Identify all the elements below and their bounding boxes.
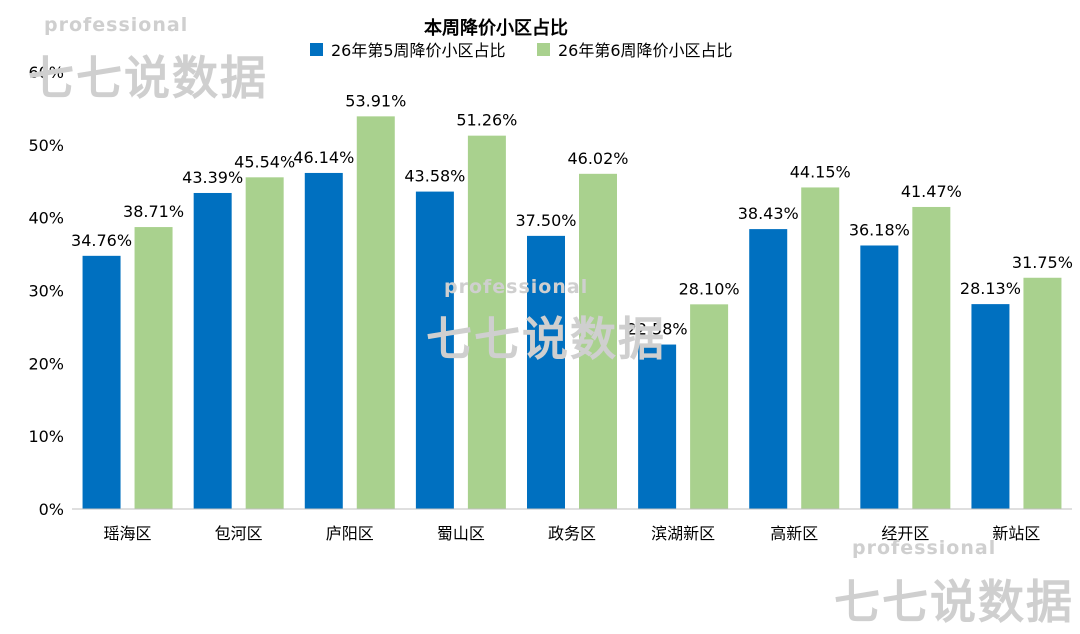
bars-group: 34.76% 38.71% 43.39%45.54%46.14% 53.91% 43.5… bbox=[71, 91, 1073, 510]
bar-week6 bbox=[579, 173, 617, 510]
bar-week6 bbox=[245, 177, 284, 509]
data-label: 37.50% bbox=[515, 211, 576, 230]
bar-week5 bbox=[971, 304, 1010, 509]
legend-label-week5: 26年第5周降价小区占比 bbox=[331, 41, 506, 60]
x-tick-label: 瑶海区 bbox=[104, 524, 152, 543]
bar-week6 bbox=[912, 206, 951, 510]
y-tick-label: 0% bbox=[39, 500, 64, 519]
data-label: 38.43% bbox=[738, 204, 799, 223]
bar-week6 bbox=[1023, 277, 1062, 509]
bar-week5 bbox=[527, 235, 565, 509]
bar-week5 bbox=[638, 344, 677, 509]
legend-label-week6: 26年第6周降价小区占比 bbox=[558, 41, 733, 60]
data-label: 43.39% bbox=[182, 168, 243, 187]
bar-week6 bbox=[134, 227, 173, 509]
x-tick-label: 高新区 bbox=[770, 524, 818, 543]
data-label: 45.54% bbox=[234, 152, 295, 171]
bar-week5 bbox=[749, 229, 788, 509]
data-label: 53.91% bbox=[345, 91, 406, 110]
chart-title: 本周降价小区占比 bbox=[424, 17, 568, 39]
x-tick-label: 政务区 bbox=[548, 524, 596, 543]
data-label: 51.26% bbox=[456, 111, 517, 130]
x-tick-label: 蜀山区 bbox=[437, 524, 485, 543]
bar-week5 bbox=[193, 192, 232, 509]
data-label: 38.71% bbox=[123, 202, 184, 221]
data-label: 36.18% bbox=[849, 220, 910, 239]
bar-week5 bbox=[415, 191, 454, 509]
legend-swatch-week6 bbox=[537, 43, 550, 56]
x-tick-label: 新站区 bbox=[992, 524, 1040, 543]
data-label: 28.13% bbox=[960, 279, 1021, 298]
bar-week5 bbox=[304, 172, 343, 509]
data-label: 46.02% bbox=[567, 149, 628, 168]
x-axis: 瑶海区 包河区 庐阳区 蜀山区 政务区 滨湖新区 高新区 经开区 新站区 bbox=[72, 508, 1072, 543]
x-tick-label: 庐阳区 bbox=[326, 524, 374, 543]
y-tick-label: 40% bbox=[28, 209, 64, 228]
data-label: 41.47% bbox=[901, 182, 962, 201]
data-label: 22.58% bbox=[627, 320, 688, 339]
y-tick-label: 10% bbox=[28, 427, 64, 446]
y-tick-label: 20% bbox=[28, 354, 64, 373]
bar-week6 bbox=[356, 116, 395, 509]
data-label: 43.58% bbox=[404, 167, 465, 186]
x-tick-label: 包河区 bbox=[215, 524, 263, 543]
y-tick-label: 50% bbox=[28, 136, 64, 155]
y-axis: 0% 10% 20% 30% 40% 50% 60% bbox=[28, 63, 64, 519]
y-tick-label: 30% bbox=[28, 282, 64, 301]
data-label: 28.10% bbox=[679, 279, 740, 298]
data-label: 44.15% bbox=[790, 162, 851, 181]
legend-swatch-week5 bbox=[310, 43, 323, 56]
bar-week6 bbox=[801, 187, 840, 509]
legend: 26年第5周降价小区占比 26年第6周降价小区占比 bbox=[310, 41, 733, 60]
y-tick-label: 60% bbox=[28, 63, 64, 82]
bar-week6 bbox=[690, 304, 729, 509]
bar-week6 bbox=[467, 135, 506, 510]
data-label: 46.14% bbox=[293, 148, 354, 167]
data-label: 31.75% bbox=[1012, 253, 1073, 272]
x-tick-label: 滨湖新区 bbox=[651, 524, 715, 543]
bar-week5 bbox=[82, 255, 121, 509]
bar-week5 bbox=[860, 245, 899, 509]
data-label: 34.76% bbox=[71, 231, 132, 250]
x-tick-label: 经开区 bbox=[881, 524, 929, 543]
